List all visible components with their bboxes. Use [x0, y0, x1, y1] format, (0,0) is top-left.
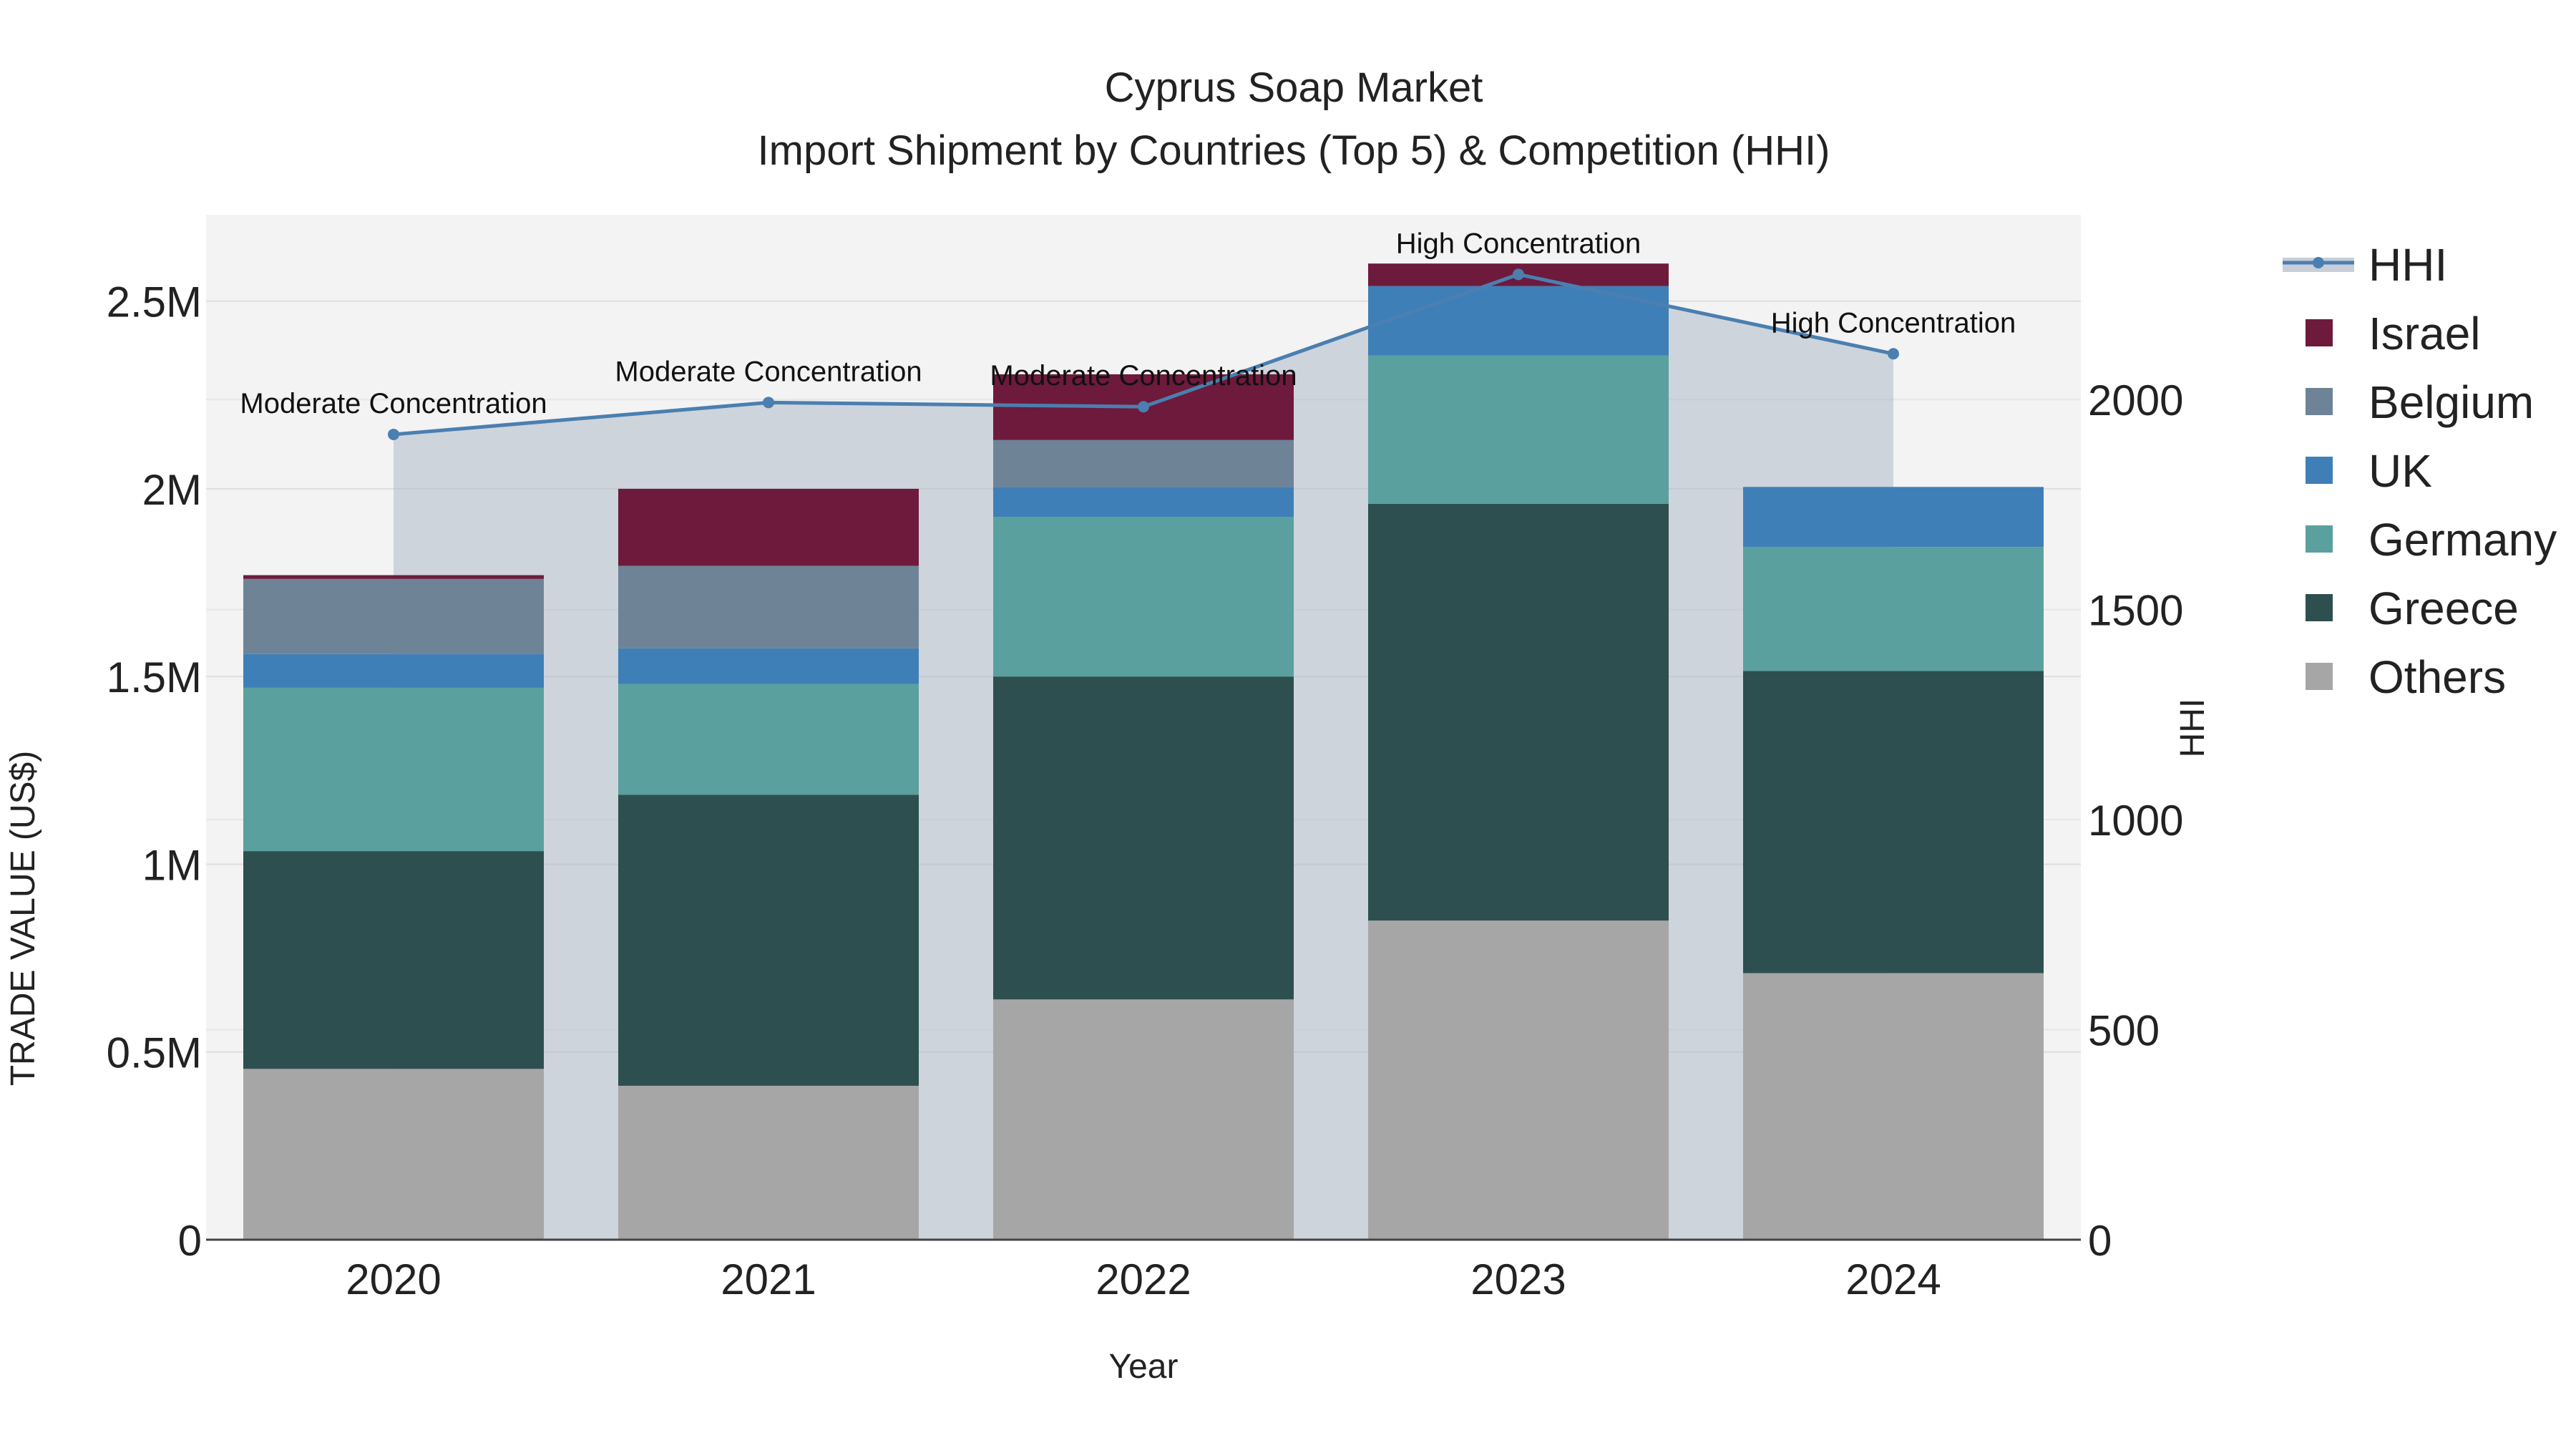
legend-item-others[interactable]: Others — [2306, 651, 2506, 703]
x-tick-label-2021: 2021 — [721, 1255, 816, 1303]
bar-uk-2022[interactable] — [993, 487, 1294, 517]
bar-germany-2022[interactable] — [993, 517, 1294, 677]
hhi-point-2022[interactable] — [1138, 401, 1149, 413]
bar-greece-2023[interactable] — [1368, 503, 1669, 921]
bar-belgium-2020[interactable] — [243, 578, 544, 654]
hhi-point-2020[interactable] — [388, 428, 399, 440]
bar-greece-2021[interactable] — [618, 794, 919, 1086]
bar-uk-2024[interactable] — [1743, 487, 2044, 548]
legend-swatch-israel — [2306, 319, 2333, 346]
legend-label-hhi: HHI — [2368, 239, 2447, 291]
legend-swatch-belgium — [2306, 388, 2333, 415]
legend-swatch-greece — [2306, 594, 2333, 621]
bar-israel-2021[interactable] — [618, 488, 919, 566]
bar-israel-2020[interactable] — [243, 575, 544, 579]
hhi-point-2021[interactable] — [763, 397, 774, 409]
bar-belgium-2022[interactable] — [993, 439, 1294, 487]
bars-layer — [243, 263, 2044, 1240]
legend-label-uk: UK — [2368, 445, 2432, 497]
legend-swatch-germany — [2306, 525, 2333, 553]
y2-tick-label: 1000 — [2088, 797, 2183, 845]
legend-swatch-hhi-marker — [2313, 257, 2324, 268]
legend-label-belgium: Belgium — [2368, 376, 2534, 428]
y-tick-label: 0.5M — [107, 1029, 202, 1077]
legend-item-greece[interactable]: Greece — [2306, 583, 2519, 634]
legend-swatch-uk — [2306, 457, 2333, 484]
legend-item-uk[interactable]: UK — [2306, 445, 2432, 497]
bar-germany-2021[interactable] — [618, 684, 919, 795]
legend-item-belgium[interactable]: Belgium — [2306, 376, 2534, 428]
hhi-annotation-2024: High Concentration — [1771, 307, 2016, 339]
legend-label-others: Others — [2368, 651, 2506, 703]
y2-tick-label: 1500 — [2088, 587, 2183, 635]
legend-label-germany: Germany — [2368, 514, 2557, 565]
legend: HHI Israel Belgium UK Germany Greece Others — [2283, 239, 2557, 703]
bar-others-2021[interactable] — [618, 1085, 919, 1240]
legend-item-hhi[interactable]: HHI — [2283, 239, 2447, 291]
hhi-annotation-2021: Moderate Concentration — [615, 356, 922, 387]
bar-uk-2023[interactable] — [1368, 286, 1669, 356]
bar-greece-2022[interactable] — [993, 676, 1294, 1000]
x-tick-label-2022: 2022 — [1096, 1255, 1191, 1303]
y-tick-label: 2M — [142, 466, 202, 514]
chart-title: Cyprus Soap Market — [1105, 64, 1483, 111]
bar-greece-2020[interactable] — [243, 851, 544, 1069]
y-tick-label: 2.5M — [107, 278, 202, 326]
bar-greece-2024[interactable] — [1743, 671, 2044, 973]
hhi-line-layer: Moderate Concentration Moderate Concentra… — [240, 228, 2016, 440]
legend-label-israel: Israel — [2368, 308, 2481, 359]
legend-item-germany[interactable]: Germany — [2306, 514, 2557, 565]
hhi-point-2023[interactable] — [1513, 268, 1524, 281]
hhi-point-2024[interactable] — [1888, 348, 1899, 360]
x-tick-label-2024: 2024 — [1845, 1255, 1941, 1303]
bar-others-2020[interactable] — [243, 1069, 544, 1240]
y-tick-label: 0 — [178, 1217, 202, 1265]
y2-tick-label: 500 — [2088, 1007, 2160, 1055]
y-tick-label: 1.5M — [107, 653, 202, 701]
hhi-annotation-2022: Moderate Concentration — [990, 360, 1297, 392]
y2-axis-title: HHI — [2174, 699, 2212, 758]
y2-tick-label: 0 — [2088, 1217, 2112, 1265]
x-axis-title: Year — [1109, 1348, 1179, 1386]
bar-uk-2020[interactable] — [243, 653, 544, 688]
legend-label-greece: Greece — [2368, 583, 2519, 634]
y-axis-title: TRADE VALUE (US$) — [4, 751, 42, 1087]
bar-others-2022[interactable] — [993, 999, 1294, 1240]
axes-layer: 0 0.5M 1M 1.5M 2M 2.5M 0 500 1000 1500 2000 2020 202… — [107, 278, 2184, 1303]
bar-germany-2023[interactable] — [1368, 355, 1669, 504]
bar-others-2024[interactable] — [1743, 973, 2044, 1240]
y2-tick-label: 2000 — [2088, 376, 2183, 424]
x-tick-label-2023: 2023 — [1470, 1255, 1566, 1303]
x-tick-label-2020: 2020 — [346, 1255, 441, 1303]
legend-item-israel[interactable]: Israel — [2306, 308, 2481, 359]
bar-others-2023[interactable] — [1368, 920, 1669, 1240]
bar-germany-2024[interactable] — [1743, 547, 2044, 671]
hhi-annotation-2020: Moderate Concentration — [240, 388, 547, 419]
bar-germany-2020[interactable] — [243, 687, 544, 852]
chart-subtitle: Import Shipment by Countries (Top 5) & C… — [758, 127, 1830, 174]
bar-belgium-2021[interactable] — [618, 565, 919, 648]
y-tick-label: 1M — [142, 841, 202, 889]
legend-swatch-others — [2306, 663, 2333, 690]
bar-uk-2021[interactable] — [618, 648, 919, 684]
hhi-annotation-2023: High Concentration — [1396, 228, 1641, 259]
